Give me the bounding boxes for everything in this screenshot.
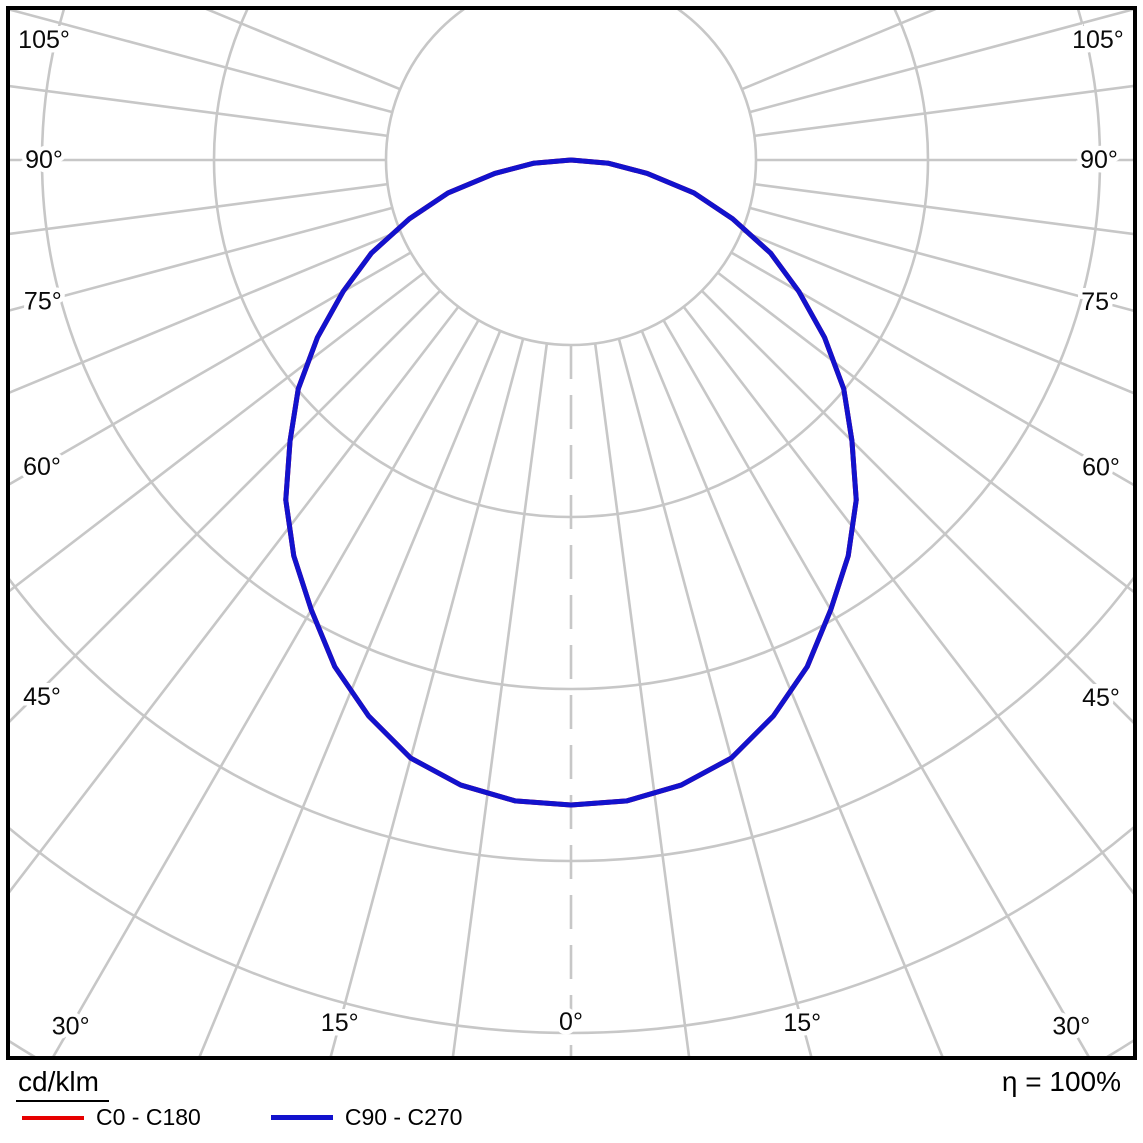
angle-label-15: 15° [783, 1009, 821, 1037]
radial-unit-label: cd/klm [16, 1066, 109, 1102]
angle-gridline-ray [10, 182, 388, 236]
angle-gridline-ray [754, 182, 1133, 236]
angle-label-75: 75° [24, 288, 62, 316]
angle-gridline-ray [682, 305, 1133, 895]
c0-c180-line-swatch [22, 1115, 84, 1120]
angle-gridline-ray [329, 338, 525, 1056]
angle-gridline-ray [754, 84, 1133, 138]
angle-label-105: 105° [18, 26, 70, 54]
angle-gridline-ray [198, 330, 502, 1056]
angle-label-105: 105° [1072, 26, 1124, 54]
angle-gridline-ray [617, 338, 813, 1056]
legend: C0 - C180 C90 - C270 [22, 1104, 462, 1131]
angle-label-90: 90° [1080, 146, 1118, 174]
angle-gridline-ray [205, 10, 401, 91]
angle-label-30: 30° [52, 1013, 90, 1041]
angle-gridline-ray [593, 343, 691, 1056]
legend-label-c90-c270: C90 - C270 [344, 1104, 463, 1130]
angle-gridline-ray [10, 10, 393, 114]
radial-gridline-circle [10, 826, 1133, 1035]
light-output-ratio-label: η = 100% [1001, 1066, 1121, 1097]
angle-gridline-ray [10, 206, 393, 312]
angle-label-45: 45° [23, 683, 61, 711]
angle-gridline-ray [716, 271, 1133, 593]
angle-gridline-ray [730, 251, 1133, 486]
angle-label-60: 60° [1082, 453, 1120, 481]
legend-item-c0-c180: C0 - C180 [22, 1104, 201, 1131]
angle-gridline-ray [10, 289, 442, 723]
angle-label-45: 45° [1082, 684, 1120, 712]
angle-gridline-ray [10, 271, 426, 593]
angle-gridline-ray [662, 319, 1090, 1056]
c90-c270-line-swatch [270, 1115, 333, 1120]
angle-gridline-ray [10, 251, 412, 486]
angle-gridline-ray [700, 289, 1133, 724]
angle-gridline-ray [10, 305, 460, 894]
angle-label-0: 0° [559, 1008, 583, 1036]
angle-gridline-ray [10, 229, 401, 394]
angle-label-60: 60° [23, 453, 61, 481]
legend-item-c90-c270: C90 - C270 [270, 1104, 463, 1131]
curve-c90-c270 [283, 157, 859, 808]
angle-gridline-ray [741, 10, 937, 91]
angle-gridline-ray [451, 343, 549, 1056]
angle-gridline-ray [749, 206, 1133, 312]
angle-label-15: 15° [321, 1009, 359, 1037]
angle-label-30: 30° [1052, 1013, 1090, 1041]
angle-label-75: 75° [1081, 288, 1119, 316]
angle-label-90: 90° [25, 146, 63, 174]
angle-gridline-ray [741, 229, 1133, 395]
angle-gridline-ray [640, 330, 944, 1056]
angle-labels: 0° 15° 15° 30° 30° 45° 45° 60° 60° 75° 75° 90° 90° 10… [14, 22, 1129, 1046]
angle-gridline-ray [52, 319, 480, 1056]
angle-gridline-ray [10, 84, 388, 138]
legend-label-c0-c180: C0 - C180 [96, 1104, 201, 1130]
angle-gridline-ray [749, 10, 1133, 114]
